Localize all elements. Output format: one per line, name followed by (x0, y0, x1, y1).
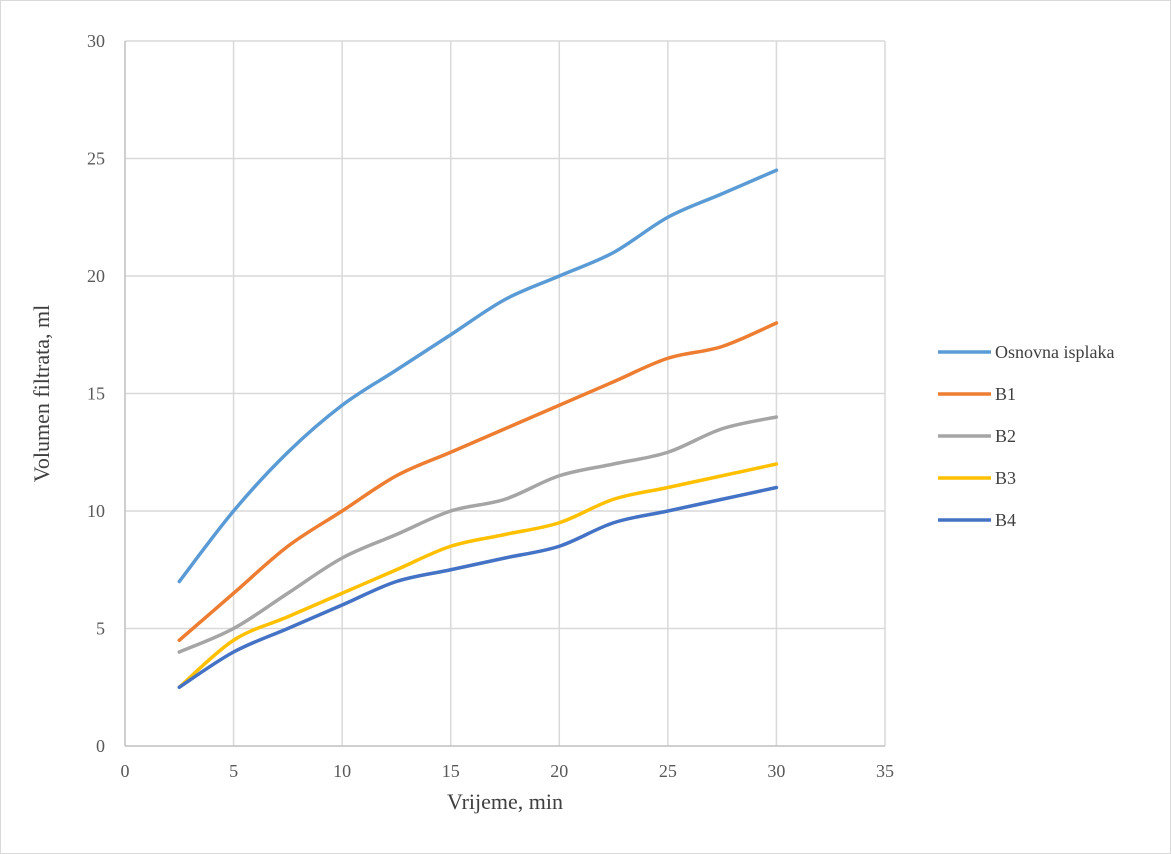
x-tick-label: 10 (333, 761, 351, 781)
y-tick-label: 0 (96, 736, 105, 756)
y-axis-title: Volumen filtrata, ml (29, 305, 54, 482)
series-line-b3 (177, 462, 779, 689)
legend-label-b2: B2 (995, 426, 1016, 446)
series-line-b1 (177, 321, 779, 642)
x-tick-label: 20 (550, 761, 568, 781)
x-tick-label: 0 (121, 761, 130, 781)
legend-label-b1: B1 (995, 384, 1016, 404)
y-tick-label: 10 (87, 501, 105, 521)
series-line-osnovna-isplaka (177, 168, 779, 584)
y-tick-label: 5 (96, 619, 105, 639)
series-line-b4 (177, 485, 779, 689)
legend: Osnovna isplaka B1 B2 B3 B4 (938, 342, 1114, 530)
y-tick-label: 25 (87, 149, 105, 169)
y-tick-label: 20 (87, 266, 105, 286)
legend-label-b3: B3 (995, 468, 1016, 488)
series-line-b2 (177, 415, 779, 654)
x-tick-label: 30 (767, 761, 785, 781)
x-axis-title: Vrijeme, min (447, 789, 563, 814)
y-tick-label: 30 (87, 31, 105, 51)
axes (124, 41, 885, 747)
gridlines (125, 40, 886, 746)
series-lines (177, 168, 779, 689)
tick-labels: 0 5 10 15 20 25 30 35 0 5 10 15 20 25 30 (87, 31, 894, 781)
x-tick-label: 25 (659, 761, 677, 781)
x-tick-label: 15 (442, 761, 460, 781)
x-tick-label: 5 (229, 761, 238, 781)
legend-label-b4: B4 (995, 510, 1016, 530)
legend-label-osnovna-isplaka: Osnovna isplaka (995, 342, 1114, 362)
y-tick-label: 15 (87, 384, 105, 404)
x-tick-label: 35 (876, 761, 894, 781)
